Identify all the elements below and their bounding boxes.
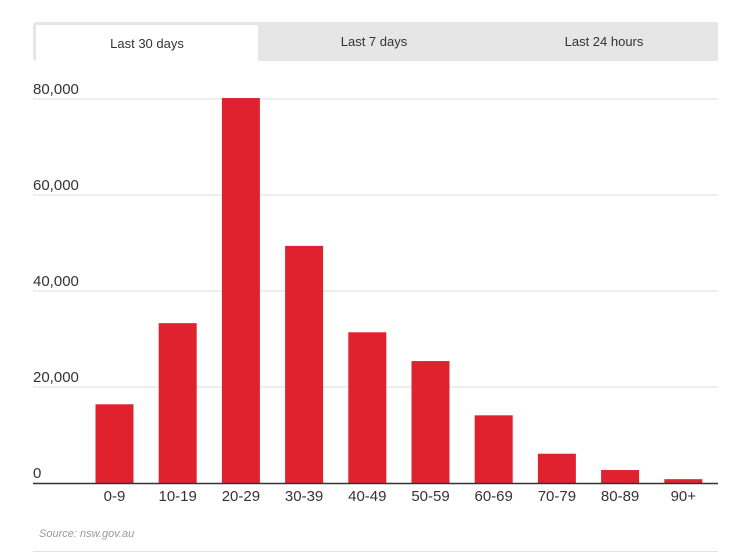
tab-last-7-days[interactable]: Last 7 days: [258, 22, 490, 61]
tab-last-30-days[interactable]: Last 30 days: [36, 25, 258, 61]
x-tick-label: 20-29: [222, 488, 260, 505]
x-tick-label: 90+: [671, 488, 697, 505]
y-tick-label: 40,000: [33, 273, 79, 290]
x-tick-label: 80-89: [601, 488, 639, 505]
x-tick-label: 0-9: [104, 488, 126, 505]
x-tick-label: 10-19: [159, 488, 197, 505]
bar-0-9: [95, 404, 134, 483]
bar-60-69: [474, 415, 513, 483]
x-tick-label: 60-69: [475, 488, 513, 505]
bar-30-39: [285, 245, 324, 483]
tab-last-24-hours[interactable]: Last 24 hours: [490, 22, 718, 61]
bar-20-29: [221, 98, 260, 483]
y-tick-label: 0: [33, 465, 41, 482]
bar-90+: [664, 479, 703, 483]
y-tick-label: 80,000: [33, 81, 79, 98]
age-bar-chart: 0 20,000 40,000 60,000 80,000 0-9 10-19 20-29 30…: [33, 81, 718, 505]
bar-10-19: [158, 323, 197, 483]
bar-70-79: [537, 453, 576, 483]
source-note: Source: nsw.gov.au: [39, 528, 135, 540]
time-range-tabs: Last 30 days Last 7 days Last 24 hours: [33, 22, 718, 61]
bottom-divider: [33, 551, 718, 552]
x-tick-label: 50-59: [411, 488, 449, 505]
x-tick-label: 70-79: [538, 488, 576, 505]
x-tick-label: 40-49: [348, 488, 386, 505]
x-tick-label: 30-39: [285, 488, 323, 505]
bar-80-89: [601, 470, 640, 483]
bar-40-49: [348, 332, 387, 483]
y-tick-label: 60,000: [33, 177, 79, 194]
bar-50-59: [411, 361, 450, 483]
y-tick-label: 20,000: [33, 369, 79, 386]
